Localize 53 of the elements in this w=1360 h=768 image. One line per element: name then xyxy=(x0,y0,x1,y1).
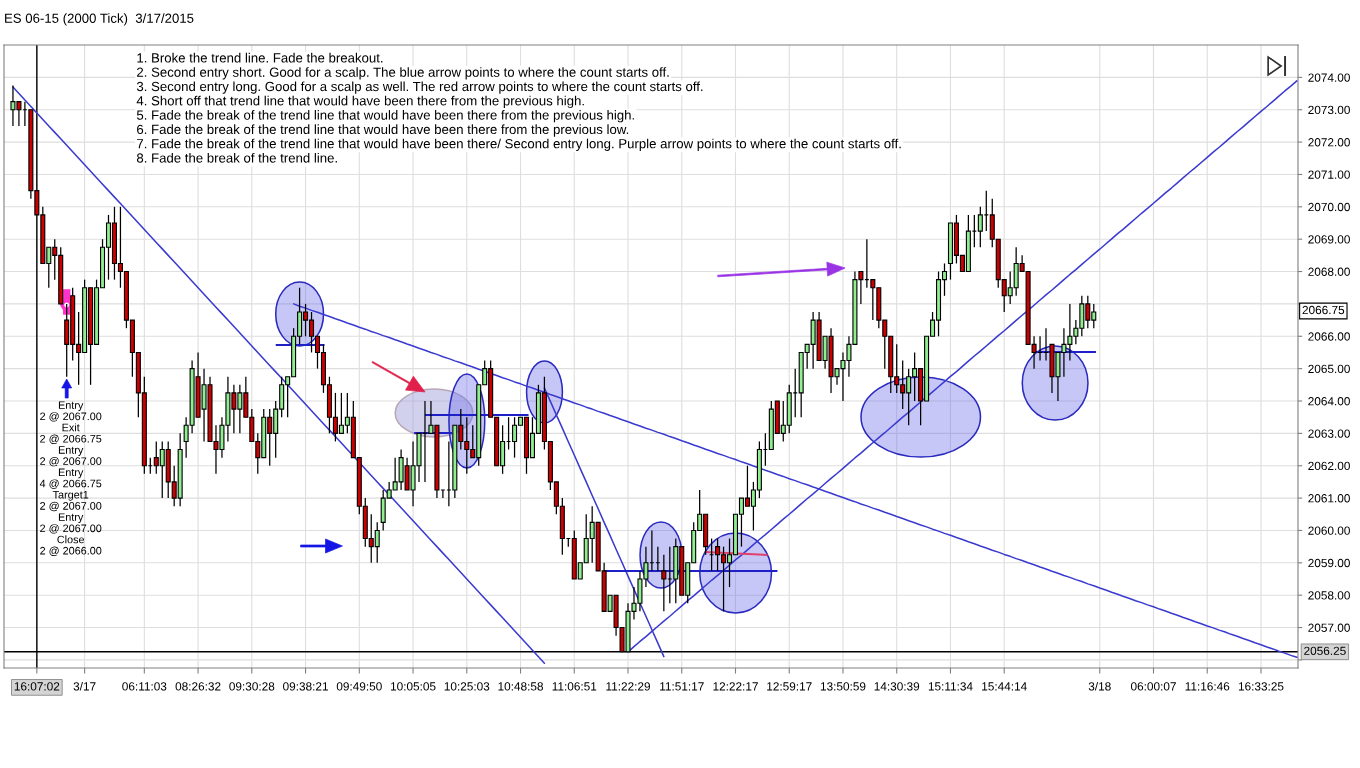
y-tick-label: 2058.00 xyxy=(1308,591,1350,600)
text: 2066.75 xyxy=(1302,305,1345,315)
x-tick-label: 14:30:39 xyxy=(874,682,920,691)
annotation: 6. Fade the break of the trend line that would have been there from the previous low. xyxy=(137,124,629,137)
x-tick-label: 16:33:25 xyxy=(1238,682,1284,691)
annotation: 2. Second entry short. Good for a scalp. The blue arrow points to where the count starts off. xyxy=(137,67,669,80)
y-tick-label: 2062.00 xyxy=(1308,461,1350,471)
x-tick-label: 16:07:02 xyxy=(14,682,60,691)
y-tick-label: 2061.00 xyxy=(1308,494,1350,503)
y-tick-label: 2063.00 xyxy=(1308,429,1350,438)
y-tick-label: 2066.00 xyxy=(1308,332,1350,341)
x-tick-label: 11:16:46 xyxy=(1185,682,1230,691)
x-tick-label: 10:48:58 xyxy=(498,682,543,691)
x-tick-label: 15:44:14 xyxy=(982,682,1027,691)
x-tick-label: 10:25:03 xyxy=(444,682,490,691)
y-tick-label: 2069.00 xyxy=(1308,235,1350,244)
annotation: 3. Second entry long. Good for a scalp as well. The red arrow points to where the count starts off. xyxy=(136,81,703,94)
text: Entry 2 @ 2067.00 Exit 2 @ 2066.75 Entry 2 @ 2067.00 Entry 4 @ 2066.75 Target1 2 @ 2067.00 Entry 2 @ 2067.00 Close 2 @ 2066.00 xyxy=(39,401,102,556)
y-tick-label: 2074.00 xyxy=(1308,73,1350,82)
y-tick-label: 2060.00 xyxy=(1308,526,1350,535)
ref-line-label: 2056.25 xyxy=(1304,646,1346,655)
x-tick-label: 08:26:32 xyxy=(175,682,221,691)
candlestick xyxy=(661,554,667,612)
annotation: 4. Short off that trend line that would have been there from the previous high. xyxy=(136,95,584,109)
x-tick-label: 15:11:34 xyxy=(928,682,973,691)
y-tick-label: 2064.00 xyxy=(1308,397,1350,406)
x-tick-label: 3/18 xyxy=(1088,681,1111,691)
x-tick-label: 11:51:17 xyxy=(660,682,704,691)
x-tick-label: 06:00:07 xyxy=(1130,682,1176,691)
x-tick-label: 11:06:51 xyxy=(552,682,597,691)
annotation: 8. Fade the break of the trend line. xyxy=(136,152,337,163)
x-tick-label: 11:22:29 xyxy=(606,682,650,691)
x-tick-label: 09:38:21 xyxy=(283,682,328,691)
y-tick-label: 2073.00 xyxy=(1308,105,1350,115)
y-tick-label: 2068.00 xyxy=(1308,267,1350,276)
x-tick-label: 12:22:17 xyxy=(713,682,758,691)
annotation: 7. Fade the break of the trend line that would have been there/ Second entry long. Purple arrow points to where the count starts off. xyxy=(137,138,901,151)
x-tick-label: 13:50:59 xyxy=(820,682,866,691)
annotation: 5. Fade the break of the trend line that would have been there from the previous high. xyxy=(136,110,634,123)
y-tick-label: 2065.00 xyxy=(1308,364,1350,374)
x-tick-label: 12:59:17 xyxy=(767,682,812,691)
y-tick-label: 2070.00 xyxy=(1308,202,1350,212)
x-tick-label: 10:05:05 xyxy=(390,682,436,691)
x-tick-label: 09:49:50 xyxy=(336,682,382,691)
x-tick-label: 09:30:28 xyxy=(229,682,275,691)
y-tick-label: 2057.00 xyxy=(1308,623,1350,632)
chart-title: ES 06-15 (2000 Tick) 3/17/2015 xyxy=(5,13,194,26)
x-tick-label: 3/17 xyxy=(73,681,96,691)
x-tick-label: 06:11:03 xyxy=(122,682,167,691)
y-tick-label: 2071.00 xyxy=(1308,170,1350,179)
annotation: 1. Broke the trend line. Fade the breakout. xyxy=(137,52,383,63)
y-tick-label: 2072.00 xyxy=(1308,138,1350,147)
y-tick-label: 2059.00 xyxy=(1308,558,1350,568)
